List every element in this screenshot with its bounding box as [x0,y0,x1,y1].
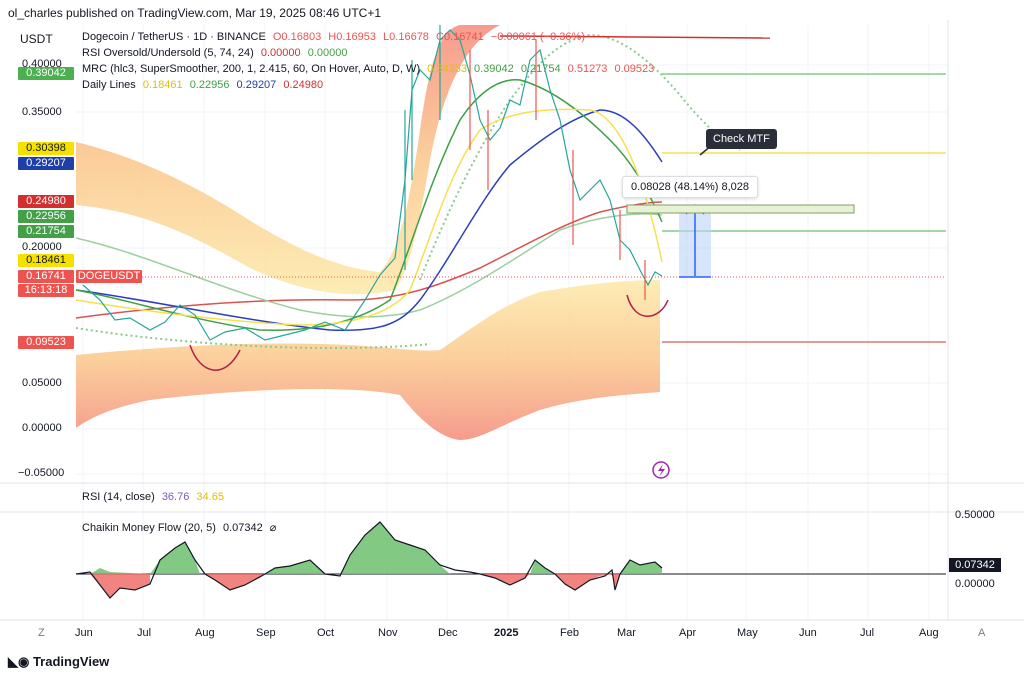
measure-tooltip: 0.08028 (48.14%) 8,028 [622,176,759,198]
mrc-dotted-line-2 [75,327,431,350]
cmf-tick-zero: 0.00000 [955,578,995,590]
red-ma [75,201,663,319]
cmf-line [75,521,663,599]
mrc-dotted-line [419,33,741,281]
legend-rsi-ou-v1: 0.00000 [260,47,301,59]
legend-close: C0.16741 [436,31,484,43]
cmf-value-badge: 0.07342 [949,558,1001,572]
x-tick-label: Aug [195,627,215,639]
x-tick-label: 2025 [494,627,519,639]
y-tick-label: 0.05000 [22,377,62,389]
x-tick-label: Aug [919,627,939,639]
legend-mrc-v1: 0.34353 [427,63,467,75]
eye-off-icon[interactable]: ⌀ [269,522,277,534]
price-badge: 0.21754 [18,225,74,238]
legend-daily-v3: 0.29207 [236,79,277,91]
cmf-panel-name: Chaikin Money Flow (20, 5) [82,522,216,534]
bottom-arc-left [189,344,241,371]
green-ma [75,79,663,331]
mrc-lower-band [76,280,660,440]
y-tick-label: 0.35000 [22,106,62,118]
symbol-badge: DOGEUSDT [76,270,142,283]
y-tick-label: 0.20000 [22,241,62,253]
rsi-panel-v1: 36.76 [161,491,190,503]
legend-open: O0.16803 [272,31,322,43]
level-red [499,35,771,39]
x-tick-label: Jul [137,627,152,639]
legend-rsi-ou-row[interactable]: RSI Oversold/Undersold (5, 74, 24) 0.000… [82,47,351,59]
green-ma-slow [75,213,663,318]
legend-daily-v4: 0.24980 [283,79,324,91]
legend-mrc-v3: 0.21754 [520,63,561,75]
legend-symbol[interactable]: Dogecoin / TetherUS · 1D · BINANCE [82,31,266,43]
x-tick-label: May [737,627,758,639]
cmf-tick-top: 0.50000 [955,509,995,521]
x-tick-label: Sep [256,627,276,639]
cmf-panel-legend[interactable]: Chaikin Money Flow (20, 5) 0.07342 ⌀ [82,521,280,534]
x-tick-label: Mar [617,627,636,639]
legend-mrc-v2: 0.39042 [474,63,514,75]
lightning-bolt-icon [658,464,665,477]
y-tick-label: −0.05000 [18,467,65,479]
x-tick-label: Jul [860,627,875,639]
resistance-box[interactable] [626,204,855,214]
x-tick-label: Apr [679,627,697,639]
x-tick-label: Feb [560,627,579,639]
bottom-arc-right [626,294,669,317]
rsi-panel-v2: 34.65 [196,491,224,503]
legend-mrc-row[interactable]: MRC (hlc3, SuperSmoother, 200, 1, 2.415,… [82,63,658,75]
price-badge: 0.22956 [18,210,74,223]
legend-mrc-v5: 0.09523 [614,63,655,75]
legend-change: −0.00061 (−0.36%) [490,31,585,43]
legend-high: H0.16953 [328,31,376,43]
tradingview-logo-text: TradingView [32,654,110,669]
legend-daily-name: Daily Lines [82,79,136,91]
legend-rsi-ou-name: RSI Oversold/Undersold (5, 74, 24) [82,47,254,59]
cmf-panel-value: 0.07342 [222,522,263,534]
tv-logo-icon: ◣◉ [8,654,33,669]
x-tick-label: Oct [317,627,335,639]
price-badge: 0.29207 [18,157,74,170]
yellow-ma [75,108,663,326]
publisher-line: ol_charles published on TradingView.com,… [8,6,382,20]
zoom-reset-button[interactable]: Z [38,627,45,639]
countdown-badge: 16:13:18 [18,284,74,297]
legend-mrc-name: MRC (hlc3, SuperSmoother, 200, 1, 2.415,… [82,63,421,75]
auto-scale-button[interactable]: A [978,627,986,639]
legend-rsi-ou-v2: 0.00000 [307,47,348,59]
legend-daily-row[interactable]: Daily Lines 0.18461 0.22956 0.29207 0.24… [82,79,327,91]
y-tick-label: 0.00000 [22,422,62,434]
x-tick-label: Nov [378,627,398,639]
blue-ma [75,109,663,332]
lightning-icon[interactable] [652,461,670,479]
legend-mrc-v4: 0.51273 [567,63,608,75]
x-tick-label: Jun [75,627,93,639]
cmf-positive-fill [76,522,662,574]
legend-daily-v2: 0.22956 [189,79,230,91]
x-tick-label: Dec [438,627,458,639]
price-badge: 0.18461 [18,254,74,267]
rsi-panel-name: RSI (14, close) [82,491,155,503]
cmf-negative-fill [90,574,620,598]
legend-low: L0.16678 [383,31,429,43]
panel-separators [0,20,1024,621]
rsi-panel-legend[interactable]: RSI (14, close) 36.76 34.65 [82,491,228,503]
legend-symbol-row: Dogecoin / TetherUS · 1D · BINANCE O0.16… [82,31,589,43]
price-badge: 0.09523 [18,336,74,349]
tradingview-logo[interactable]: ◣◉ TradingView [8,654,109,670]
x-tick-label: Jun [799,627,817,639]
price-badge: 0.39042 [18,67,74,80]
candles [404,25,646,300]
check-mtf-callout[interactable]: Check MTF [706,129,777,149]
currency-label: USDT [20,32,53,46]
price-badge: 0.24980 [18,195,74,208]
legend-daily-v1: 0.18461 [142,79,183,91]
price-badge: 0.16741 [18,270,74,283]
price-badge: 0.30398 [18,142,74,155]
mrc-upper-band [76,25,500,295]
